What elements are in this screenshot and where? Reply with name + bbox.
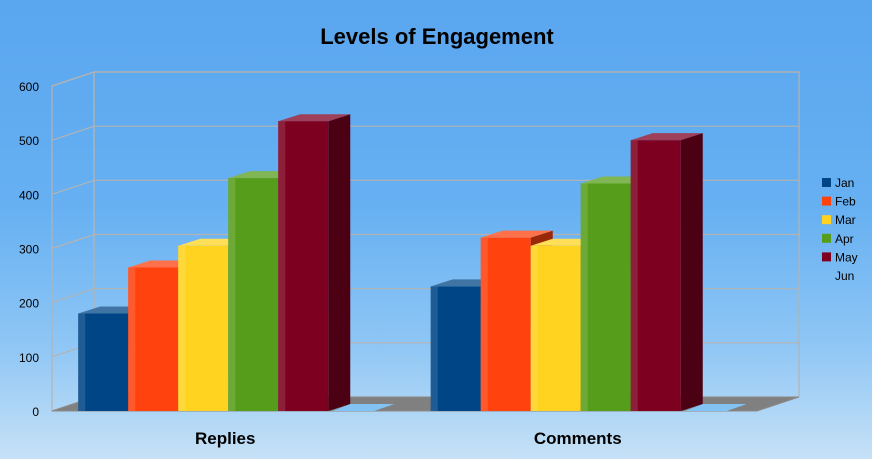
y-axis-ticks: 0 100 200 300 400 500 600: [19, 80, 39, 419]
bar-comments-may: [630, 133, 703, 411]
legend-swatch: [822, 196, 831, 206]
gridline: [51, 233, 799, 250]
x-axis-categories: Replies Comments: [195, 429, 622, 448]
y-tick-label: 500: [19, 134, 39, 148]
bar-replies-jun: [332, 404, 395, 411]
legend: Jan Feb Mar Apr May Jun: [822, 176, 858, 283]
legend-swatch: [822, 271, 831, 280]
y-tick-label: 200: [19, 297, 39, 311]
legend-label: Apr: [835, 232, 854, 246]
y-tick-label: 600: [19, 80, 39, 94]
legend-swatch: [822, 252, 831, 262]
plot-area: [51, 71, 800, 412]
y-tick-label: 300: [19, 243, 39, 257]
bar-comments-jun: [684, 404, 747, 411]
gridline: [51, 71, 799, 87]
x-category-label: Replies: [195, 429, 255, 448]
y-tick-label: 100: [19, 351, 39, 365]
gridline: [51, 179, 799, 195]
legend-swatch: [822, 215, 831, 225]
x-category-label: Comments: [534, 429, 622, 448]
legend-label: Jun: [835, 269, 854, 283]
legend-label: May: [835, 250, 858, 264]
legend-label: Jan: [835, 176, 854, 190]
y-tick-label: 0: [32, 405, 39, 419]
chart-title: Levels of Engagement: [320, 24, 554, 49]
legend-swatch: [822, 233, 831, 243]
gridline: [51, 125, 799, 141]
y-tick-label: 400: [19, 188, 39, 202]
bar-replies-may: [278, 114, 351, 411]
legend-label: Mar: [835, 213, 856, 227]
legend-swatch: [822, 178, 831, 187]
legend-label: Feb: [835, 195, 856, 209]
